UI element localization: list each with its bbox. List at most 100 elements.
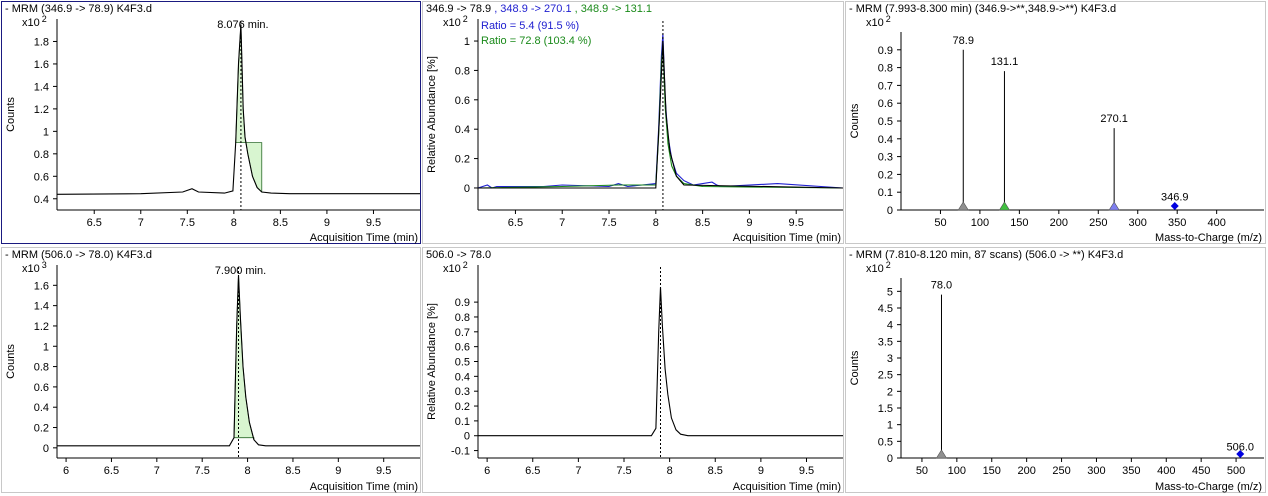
x-tick-label: 7 [559,217,565,229]
series-line-blue [477,33,844,189]
spectrum-panel-2[interactable]: - MRM (7.810-8.120 min, 87 scans) (506.0… [845,247,1266,493]
qualifier-chart-2[interactable]: -0.1 0 0.1 0.2 0.3 0.4 0.5 0.6 0.7 0.8 0.9 6 6.5 7 7.5… [423,248,845,494]
peak-mz-label: 131.1 [991,56,1019,68]
y-tick-label: 0.2 [878,169,893,181]
y-tick-label: 1.2 [34,321,49,333]
qualifier-panel-2[interactable]: 506.0 -> 78.0 -0.1 0 0.1 0.2 0.3 0.4 0.5 0.6 0.7… [422,247,844,493]
x-tick-label: 400 [1207,217,1225,229]
qualifier-panel-1[interactable]: 346.9 -> 78.9 , 348.9 -> 270.1 , 348.9 -… [422,1,844,244]
chromatogram-chart-1[interactable]: 0.4 0.6 0.8 1 1.2 1.4 1.6 1.8 6.5 7 7.5 8 8.5 9 9.5 Cou… [2,2,422,245]
y-tick-label: -0.1 [451,446,470,458]
y-tick-label: 0.2 [455,154,470,166]
peak-mz-label: 78.9 [953,35,974,47]
y-axis-label: Counts [5,344,17,379]
y-tick-label: 0 [887,453,893,465]
x-tick-label: 8 [245,465,251,477]
panel-title: - MRM (7.810-8.120 min, 87 scans) (506.0… [849,249,1124,261]
x-tick-label: 9 [746,217,752,229]
x-axis-label: Acquisition Time (min) [733,481,841,493]
x-tick-label: 6.5 [104,465,119,477]
x-tick-label: 6.5 [508,217,523,229]
tic-panel-1[interactable]: - MRM (346.9 -> 78.9) K4F3.d 0.4 0.6 0.8 1 1… [1,1,421,244]
x-tick-label: 8 [653,217,659,229]
chromatogram-chart-2[interactable]: 0 0.2 0.4 0.6 0.8 1 1.2 1.4 1.6 6 6.5 7 7.5 8 8.5 9 9.5 C… [2,248,422,494]
panel-title: 346.9 -> 78.9 , 348.9 -> 270.1 , 348.9 -… [426,3,652,15]
x-tick-label: 9 [758,465,764,477]
y-tick-label: 0.6 [455,95,470,107]
y-tick-label: 4 [887,320,893,332]
y-tick-label: 0.4 [34,194,49,206]
peak-time-label: 7.900 min. [215,265,266,277]
y-tick-label: 0 [887,205,893,217]
fragment-triangle-marker [1108,201,1120,211]
y-tick-label: 0.7 [878,80,893,92]
spectrum-chart-1[interactable]: 0 0.1 0.2 0.3 0.4 0.5 0.6 0.7 0.8 0.9 50 100 150 200 2… [846,2,1267,245]
x-tick-label: 7 [138,217,144,229]
y-tick-label: 0.2 [455,401,470,413]
x-tick-label: 9.5 [789,217,804,229]
y-tick-label: 1.4 [34,301,49,313]
peak-mz-label: 78.0 [931,280,952,292]
integrated-peak-area [233,275,255,440]
y-tick-label: 3.5 [878,336,893,348]
x-tick-label: 8.5 [708,465,723,477]
x-tick-label: 8.5 [273,217,288,229]
ratio-legend: Ratio = 5.4 (91.5 %) Ratio = 72.8 (103.4… [481,19,591,49]
x-tick-label: 9.5 [799,465,814,477]
x-tick-label: 7.5 [616,465,631,477]
y-tick-label: 1.8 [34,36,49,48]
y-tick-label: 0 [464,431,470,443]
transition-qual-2: , 348.9 -> 131.1 [571,3,652,15]
x-tick-label: 50 [934,217,946,229]
x-tick-label: 6 [63,465,69,477]
y-tick-label: 0.3 [455,386,470,398]
y-tick-label: 5 [887,286,893,298]
series-line-black [478,40,844,189]
fragment-triangle-marker [935,449,948,459]
peak-mz-label: 506.0 [1226,441,1254,453]
x-tick-label: 250 [1052,465,1070,477]
y-tick-label: 0.9 [878,45,893,57]
y-tick-label: 0 [464,183,470,195]
x-axis-label: Acquisition Time (min) [733,232,841,244]
y-tick-label: 0.4 [34,402,49,414]
x-axis-label: Mass-to-Charge (m/z) [1155,481,1262,493]
x-tick-label: 8 [667,465,673,477]
x-tick-label: 200 [1050,217,1068,229]
y-tick-label: 0.5 [455,357,470,369]
transition-quant: 346.9 -> 78.9 [426,3,492,15]
spectrum-chart-2[interactable]: 0 0.5 1 1.5 2 2.5 3 3.5 4 4.5 5 50 100 150 200 250 300 35… [846,248,1267,494]
y-multiplier: x10 3 [22,260,47,275]
panel-title: 506.0 -> 78.0 [426,249,492,261]
tic-panel-2[interactable]: - MRM (506.0 -> 78.0) K4F3.d 0 0.2 0.4 0.6 0… [1,247,421,493]
y-tick-label: 1.4 [34,81,49,93]
y-tick-label: 2.5 [878,370,893,382]
y-tick-label: 3 [887,353,893,365]
x-tick-label: 200 [1017,465,1035,477]
y-multiplier: x10 2 [866,260,891,275]
y-tick-label: 0.5 [878,116,893,128]
y-tick-label: 0.4 [878,134,893,146]
precursor-diamond-marker [1236,450,1245,458]
y-tick-label: 0.8 [878,63,893,75]
x-tick-label: 8.5 [695,217,710,229]
y-axis-label: Relative Abundance [%] [426,303,438,420]
x-tick-label: 7.5 [180,217,195,229]
qualifier-chart-1[interactable]: 0 0.2 0.4 0.6 0.8 1 6.5 7 7.5 8 8.5 9 9.5 Relative Ab… [423,2,845,245]
y-tick-label: 0.6 [455,342,470,354]
y-tick-label: 1 [43,126,49,138]
transition-qual-1: , 348.9 -> 270.1 [491,3,572,15]
x-tick-label: 300 [1129,217,1147,229]
y-axis-label: Counts [849,103,861,138]
y-multiplier: x10 2 [866,14,891,29]
y-tick-label: 1.6 [34,280,49,292]
x-tick-label: 50 [916,465,928,477]
peak-mz-label: 346.9 [1161,191,1189,203]
y-tick-label: 0.8 [455,312,470,324]
y-tick-label: 0.1 [878,187,893,199]
y-tick-label: 2 [887,386,893,398]
panel-title: - MRM (7.993-8.300 min) (346.9->**,348.9… [849,3,1117,15]
y-tick-label: 1.2 [34,104,49,116]
x-tick-label: 7.5 [601,217,616,229]
spectrum-panel-1[interactable]: - MRM (7.993-8.300 min) (346.9->**,348.9… [845,1,1266,244]
